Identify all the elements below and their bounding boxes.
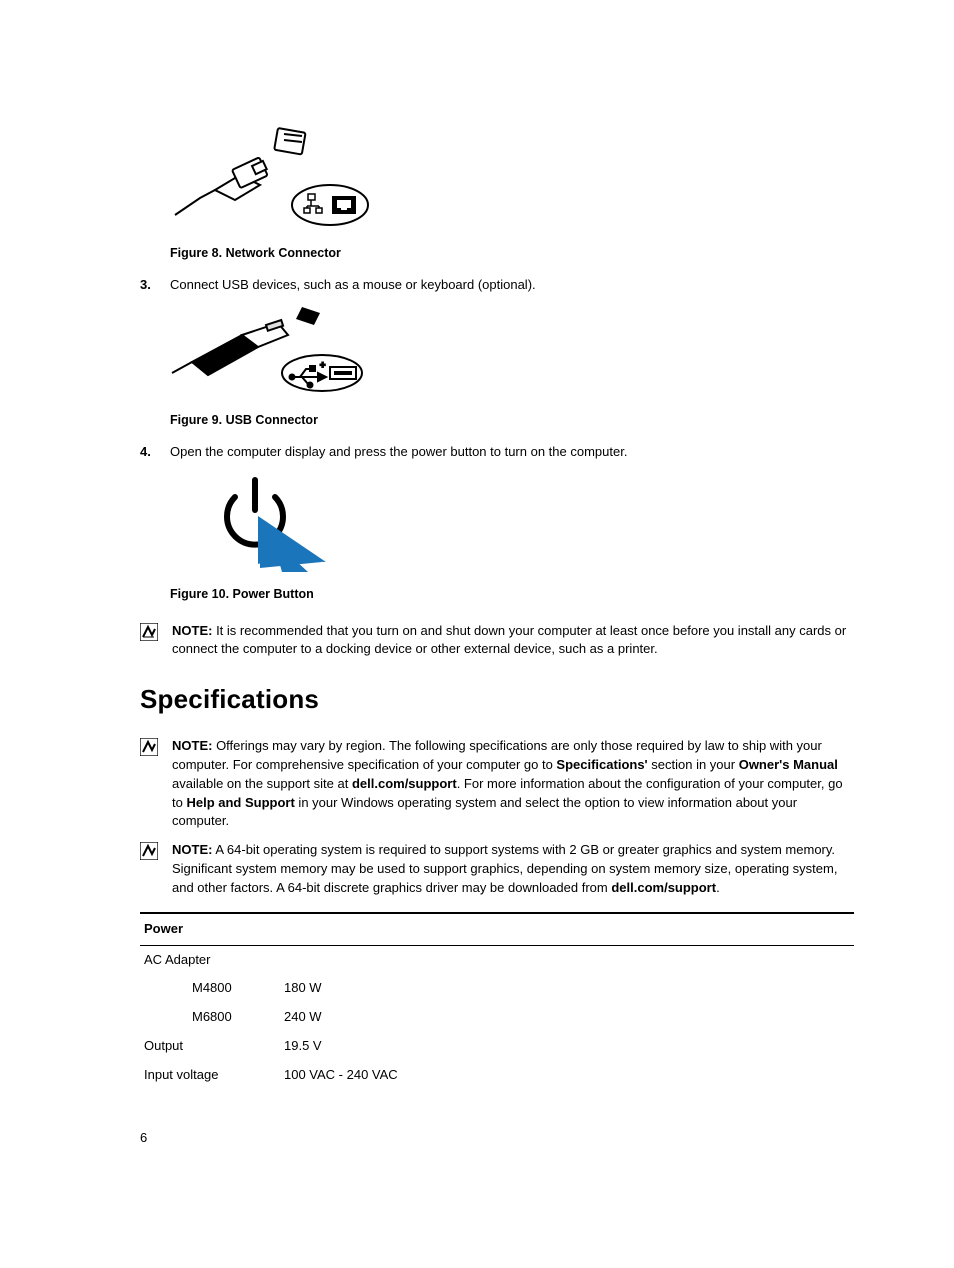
network-connector-illustration [170, 120, 854, 236]
ac-adapter-label: AC Adapter [140, 945, 280, 974]
note-64bit: NOTE: A 64-bit operating system is requi… [140, 841, 854, 898]
table-row: Output 19.5 V [140, 1032, 854, 1061]
figure-9-caption: Figure 9. USB Connector [170, 411, 854, 429]
note-3-label: NOTE: [172, 842, 212, 857]
step-3: 3. Connect USB devices, such as a mouse … [140, 276, 854, 295]
power-spec-table: Power AC Adapter M4800 180 W M6800 240 W… [140, 912, 854, 1090]
figure-8-caption: Figure 8. Network Connector [170, 244, 854, 262]
note-1-body: NOTE: It is recommended that you turn on… [172, 622, 854, 660]
step-3-text: Connect USB devices, such as a mouse or … [170, 276, 854, 295]
note-icon [140, 842, 158, 860]
table-row: AC Adapter [140, 945, 854, 974]
step-4: 4. Open the computer display and press t… [140, 443, 854, 462]
figure-10-caption: Figure 10. Power Button [170, 585, 854, 603]
m4800-value: 180 W [280, 974, 854, 1003]
power-header: Power [140, 913, 854, 945]
m6800-label: M6800 [144, 1008, 276, 1027]
note-install-cards: NOTE: It is recommended that you turn on… [140, 622, 854, 660]
table-row: Input voltage 100 VAC - 240 VAC [140, 1061, 854, 1090]
table-header-row: Power [140, 913, 854, 945]
input-voltage-value: 100 VAC - 240 VAC [280, 1061, 854, 1090]
page-number: 6 [140, 1129, 147, 1148]
output-label: Output [140, 1032, 280, 1061]
m6800-value: 240 W [280, 1003, 854, 1032]
note-2-label: NOTE: [172, 738, 212, 753]
note-3-body: NOTE: A 64-bit operating system is requi… [172, 841, 854, 898]
usb-connector-illustration: + [170, 305, 854, 403]
output-value: 19.5 V [280, 1032, 854, 1061]
figure-9: + Figure 9. USB Connector [140, 305, 854, 429]
note-icon [140, 738, 158, 756]
step-4-text: Open the computer display and press the … [170, 443, 854, 462]
figure-10: Figure 10. Power Button [140, 472, 854, 604]
m4800-label: M4800 [144, 979, 276, 998]
step-4-number: 4. [140, 443, 170, 462]
note-icon [140, 623, 158, 641]
step-3-number: 3. [140, 276, 170, 295]
table-row: M4800 180 W [140, 974, 854, 1003]
table-row: M6800 240 W [140, 1003, 854, 1032]
note-1-text: It is recommended that you turn on and s… [172, 623, 846, 657]
note-offerings: NOTE: Offerings may vary by region. The … [140, 737, 854, 831]
note-2-body: NOTE: Offerings may vary by region. The … [172, 737, 854, 831]
svg-text:+: + [320, 360, 325, 370]
specifications-heading: Specifications [140, 681, 854, 719]
figure-8: Figure 8. Network Connector [140, 120, 854, 262]
power-button-illustration [200, 472, 854, 578]
input-voltage-label: Input voltage [140, 1061, 280, 1090]
note-1-label: NOTE: [172, 623, 212, 638]
